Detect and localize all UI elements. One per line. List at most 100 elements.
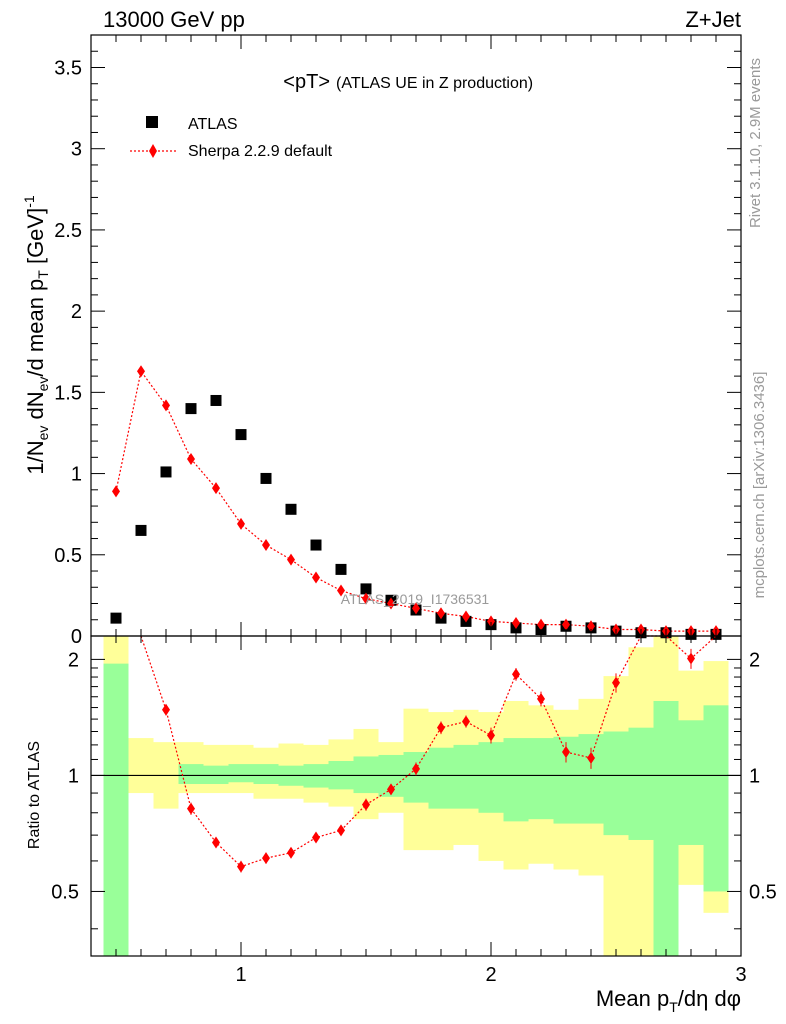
- legend-label-sherpa: Sherpa 2.2.9 default: [188, 143, 333, 160]
- mc-data-point: [387, 597, 395, 610]
- ratio-band-inner: [353, 756, 379, 794]
- ratio-mc-point: [287, 846, 295, 859]
- ratio-tick-label-right: 0.5: [749, 881, 777, 903]
- mcplots-label: mcplots.cern.ch [arXiv:1306.3436]: [751, 372, 768, 599]
- mc-data-point: [512, 617, 520, 630]
- ratio-mc-point: [187, 802, 195, 815]
- ratio-mc-point: [587, 751, 595, 764]
- axes: 1 2 3 0 0.5 1 1.5 2 2.5 3 3.5 0.5 0.5 1 1 2 2: [51, 34, 777, 986]
- ratio-mc-point: [437, 721, 445, 734]
- atlas-data-point: [235, 429, 247, 441]
- ratio-band-inner: [578, 734, 604, 824]
- ratio-mc-point: [362, 798, 370, 811]
- mc-data-point: [362, 592, 370, 605]
- ratio-mc-point: [512, 668, 520, 681]
- ratio-tick-label-left: 2: [68, 649, 79, 671]
- atlas-data-point: [135, 524, 147, 536]
- mc-data-point: [337, 584, 345, 597]
- y-tick-label: 0: [71, 626, 82, 648]
- title-main: <pT>: [283, 71, 330, 93]
- ratio-band-inner: [678, 720, 704, 845]
- ratio-band-inner: [528, 738, 554, 820]
- ratio-band-inner: [703, 705, 729, 892]
- y-tick-label: 0.5: [54, 545, 82, 567]
- ratio-band-inner: [628, 727, 654, 840]
- mc-data-point: [462, 610, 470, 623]
- y-tick-label: 3: [71, 139, 82, 161]
- ratio-band-inner: [178, 764, 204, 785]
- atlas-data-point: [185, 403, 197, 415]
- rivet-version-label: Rivet 3.1.10, 2.9M events: [747, 58, 764, 228]
- ratio-band-inner: [428, 747, 454, 809]
- ratio-mc-point: [612, 676, 620, 689]
- ratio-band-inner: [228, 764, 254, 783]
- x-tick-label: 1: [235, 964, 246, 986]
- ratio-mc-point: [537, 692, 545, 705]
- mc-data-point: [562, 618, 570, 631]
- x-axis-label: Mean pT/dη dφ: [596, 986, 741, 1015]
- x-tick-label: 3: [735, 964, 746, 986]
- plot-title: <pT> (ATLAS UE in Z production): [283, 71, 533, 93]
- atlas-data-point: [335, 563, 347, 575]
- mc-data-point: [212, 482, 220, 495]
- atlas-data-point: [110, 612, 122, 624]
- ratio-mc-line: [140, 635, 717, 868]
- mc-data-point: [162, 399, 170, 412]
- mc-data-point: [237, 517, 245, 530]
- uncertainty-bands: [103, 636, 729, 956]
- ratio-tick-label-left: 0.5: [51, 881, 79, 903]
- ratio-mc-point: [562, 746, 570, 759]
- ratio-panel: [91, 635, 741, 873]
- ratio-mc-point: [462, 715, 470, 728]
- ratio-band-outer: [128, 738, 154, 794]
- y-axis-label-ratio: Ratio to ATLAS: [26, 741, 43, 849]
- ratio-tick-label-right: 1: [749, 765, 760, 787]
- mc-data-point: [587, 620, 595, 633]
- ratio-band-inner: [603, 731, 629, 836]
- ratio-mc-point: [387, 783, 395, 796]
- ratio-band-inner: [453, 744, 479, 809]
- ratio-band-inner: [653, 700, 679, 956]
- ratio-band-inner: [403, 752, 429, 803]
- ratio-band-inner: [503, 738, 529, 822]
- ratio-mc-point: [262, 852, 270, 865]
- ratio-tick-label-left: 1: [68, 765, 79, 787]
- mc-data-point: [137, 365, 145, 378]
- header-process: 13000 GeV pp: [103, 7, 245, 32]
- mc-data-point: [487, 615, 495, 628]
- mc-data-point: [187, 452, 195, 465]
- atlas-data-point: [360, 583, 372, 595]
- x-tick-label: 2: [485, 964, 496, 986]
- legend-label-atlas: ATLAS: [188, 116, 238, 133]
- ratio-mc-point: [162, 703, 170, 716]
- ratio-mc-point: [687, 652, 695, 665]
- ratio-mc-point: [487, 729, 495, 742]
- header-channel: Z+Jet: [685, 7, 741, 32]
- y-tick-label: 2.5: [54, 220, 82, 242]
- atlas-data-point: [260, 472, 272, 484]
- ratio-band-inner: [253, 764, 279, 785]
- ratio-mc-point: [237, 860, 245, 873]
- title-sub: (ATLAS UE in Z production): [336, 75, 533, 92]
- mc-data-point: [287, 553, 295, 566]
- mc-data-point: [412, 602, 420, 615]
- atlas-data-point: [285, 503, 297, 515]
- ratio-mc-point: [312, 831, 320, 844]
- ratio-band-inner: [478, 742, 504, 813]
- mc-data-point: [537, 618, 545, 631]
- ratio-tick-label-right: 2: [749, 649, 760, 671]
- ratio-band-inner: [103, 663, 129, 956]
- y-tick-label: 1: [71, 464, 82, 486]
- mc-data-point: [437, 607, 445, 620]
- y-tick-label: 3.5: [54, 57, 82, 79]
- ratio-mc-point: [212, 836, 220, 849]
- atlas-data-point: [210, 394, 222, 406]
- legend: ATLAS Sherpa 2.2.9 default: [130, 116, 333, 160]
- atlas-data-point: [310, 539, 322, 551]
- y-axis-label-main: 1/Nev dNev/d mean pT [GeV]-1: [21, 195, 51, 475]
- ratio-mc-point: [412, 762, 420, 775]
- atlas-data-point: [160, 466, 172, 478]
- mc-data-point: [112, 485, 120, 498]
- mc-data-point: [312, 571, 320, 584]
